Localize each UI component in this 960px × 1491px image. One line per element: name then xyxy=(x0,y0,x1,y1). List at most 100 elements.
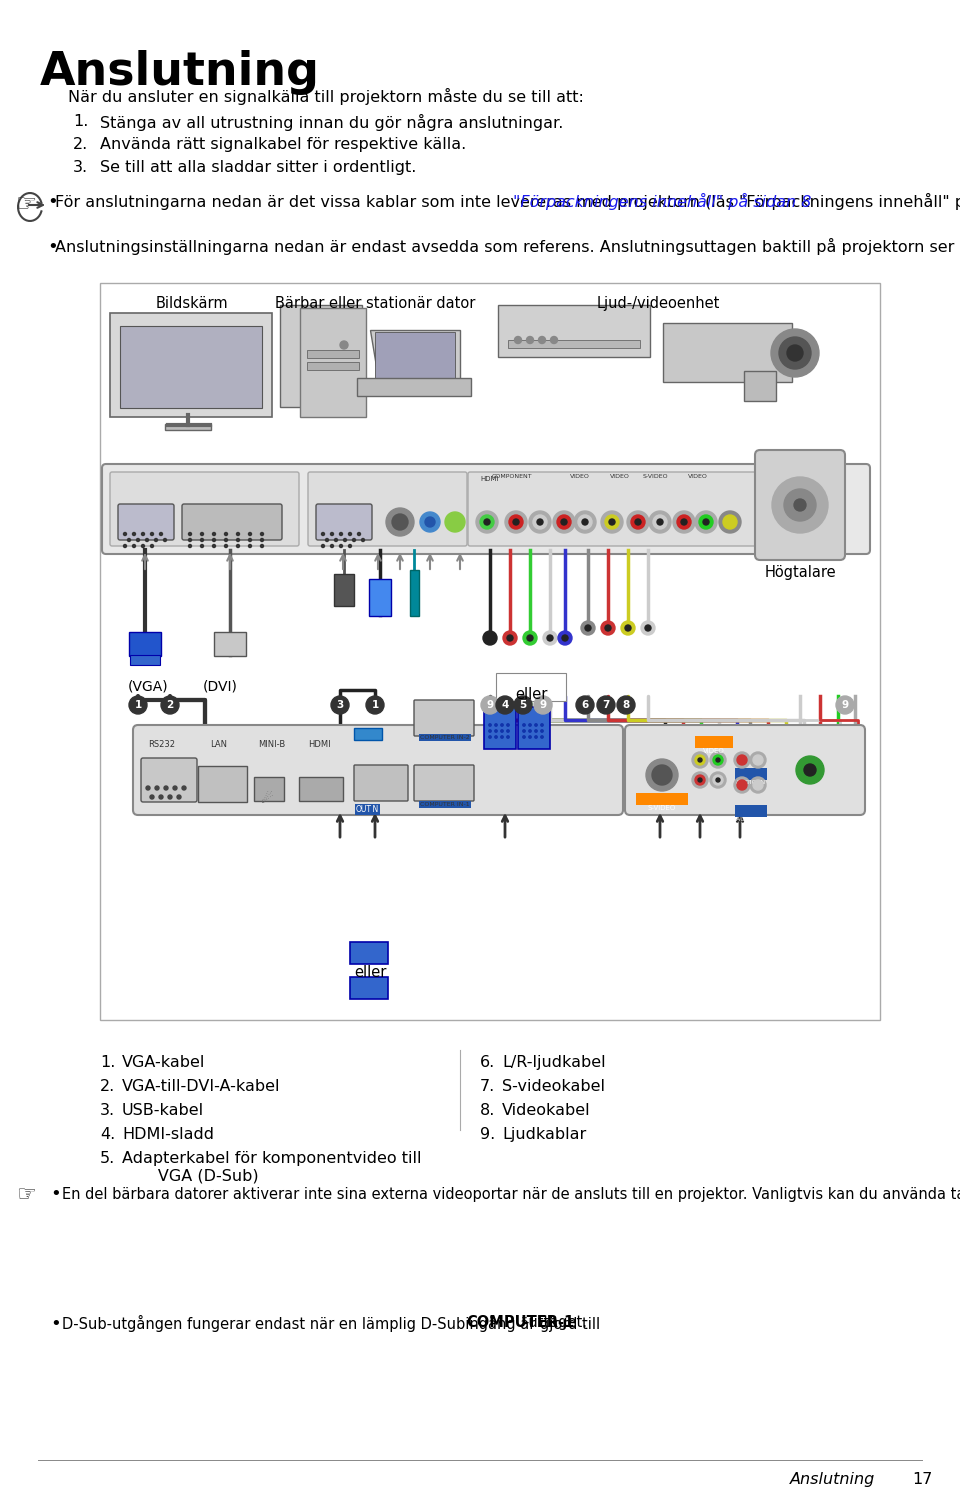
FancyBboxPatch shape xyxy=(280,306,362,407)
Circle shape xyxy=(225,532,228,535)
Text: Videokabel: Videokabel xyxy=(502,1103,590,1118)
Text: 4: 4 xyxy=(501,699,509,710)
FancyBboxPatch shape xyxy=(744,371,776,401)
FancyBboxPatch shape xyxy=(165,423,211,429)
Text: AUDIO IN: AUDIO IN xyxy=(736,817,765,822)
Circle shape xyxy=(515,337,521,343)
FancyBboxPatch shape xyxy=(414,765,474,801)
Circle shape xyxy=(534,696,552,714)
Circle shape xyxy=(188,532,191,535)
FancyBboxPatch shape xyxy=(695,737,733,748)
Text: D-Sub-utgången fungerar endast när en lämplig D-Subingång är gjord till: D-Sub-utgången fungerar endast när en lä… xyxy=(62,1315,605,1331)
Circle shape xyxy=(605,514,619,529)
Circle shape xyxy=(734,751,750,768)
Circle shape xyxy=(163,538,166,541)
Circle shape xyxy=(212,538,215,541)
Circle shape xyxy=(710,751,726,768)
Circle shape xyxy=(489,735,492,738)
Circle shape xyxy=(173,786,177,790)
FancyBboxPatch shape xyxy=(307,362,359,370)
Text: Använda rätt signalkabel för respektive källa.: Använda rätt signalkabel för respektive … xyxy=(100,137,467,152)
Circle shape xyxy=(753,780,763,790)
Text: ☄: ☄ xyxy=(260,792,273,807)
Circle shape xyxy=(527,635,533,641)
Circle shape xyxy=(698,757,702,762)
FancyBboxPatch shape xyxy=(636,793,688,805)
Text: 9: 9 xyxy=(487,699,493,710)
Text: 9: 9 xyxy=(841,699,849,710)
Circle shape xyxy=(159,532,162,535)
Text: S-videokabel: S-videokabel xyxy=(502,1079,605,1094)
FancyBboxPatch shape xyxy=(133,725,623,816)
Text: 9.: 9. xyxy=(480,1127,495,1142)
Circle shape xyxy=(719,511,741,532)
Circle shape xyxy=(692,772,708,789)
FancyBboxPatch shape xyxy=(414,699,474,737)
Circle shape xyxy=(646,759,678,792)
Circle shape xyxy=(645,625,651,631)
FancyBboxPatch shape xyxy=(625,725,865,816)
FancyBboxPatch shape xyxy=(755,450,845,561)
Circle shape xyxy=(540,735,543,738)
Text: •: • xyxy=(47,192,58,212)
Circle shape xyxy=(260,532,263,535)
Circle shape xyxy=(161,696,179,714)
Circle shape xyxy=(212,544,215,547)
Circle shape xyxy=(420,511,440,532)
Circle shape xyxy=(151,544,154,547)
Circle shape xyxy=(136,538,139,541)
Circle shape xyxy=(734,777,750,793)
Circle shape xyxy=(716,757,720,762)
Circle shape xyxy=(481,696,499,714)
Text: MON: MON xyxy=(360,805,378,814)
FancyBboxPatch shape xyxy=(484,707,516,748)
Circle shape xyxy=(543,631,557,646)
Text: VIDEO: VIDEO xyxy=(688,474,708,479)
Circle shape xyxy=(392,514,408,529)
Text: 1.: 1. xyxy=(100,1056,115,1071)
Polygon shape xyxy=(370,330,460,391)
Circle shape xyxy=(260,538,263,541)
Text: För anslutningarna nedan är det vissa kablar som inte levereras med projektorn (: För anslutningarna nedan är det vissa ka… xyxy=(55,192,960,210)
Text: ☞: ☞ xyxy=(16,192,37,216)
Circle shape xyxy=(526,337,534,343)
FancyBboxPatch shape xyxy=(129,632,161,656)
Text: COMPUTER IN-1: COMPUTER IN-1 xyxy=(420,802,469,807)
Circle shape xyxy=(558,631,572,646)
Circle shape xyxy=(627,511,649,532)
FancyBboxPatch shape xyxy=(198,766,247,802)
FancyBboxPatch shape xyxy=(120,327,262,409)
Circle shape xyxy=(533,514,547,529)
Text: 4.: 4. xyxy=(100,1127,115,1142)
Text: Adapterkabel för komponentvideo till
       VGA (D-Sub): Adapterkabel för komponentvideo till VGA… xyxy=(122,1151,421,1184)
Text: Anslutning: Anslutning xyxy=(790,1472,876,1487)
FancyBboxPatch shape xyxy=(369,579,391,616)
FancyBboxPatch shape xyxy=(354,765,408,801)
Circle shape xyxy=(723,514,737,529)
FancyBboxPatch shape xyxy=(100,283,880,1020)
Circle shape xyxy=(523,723,525,726)
Circle shape xyxy=(553,511,575,532)
Circle shape xyxy=(168,795,172,799)
FancyBboxPatch shape xyxy=(735,805,767,817)
Circle shape xyxy=(501,723,503,726)
Circle shape xyxy=(699,514,713,529)
Circle shape xyxy=(836,696,854,714)
Circle shape xyxy=(494,729,497,732)
Text: -uttaget.: -uttaget. xyxy=(523,1315,587,1330)
Circle shape xyxy=(340,532,343,535)
Text: COMPUTER-1: COMPUTER-1 xyxy=(467,1315,575,1330)
Text: 2.: 2. xyxy=(100,1079,115,1094)
Circle shape xyxy=(576,696,594,714)
Circle shape xyxy=(348,544,351,547)
Circle shape xyxy=(330,532,333,535)
FancyBboxPatch shape xyxy=(350,942,388,965)
FancyBboxPatch shape xyxy=(308,473,467,546)
Text: 3: 3 xyxy=(336,699,344,710)
Circle shape xyxy=(249,544,252,547)
FancyBboxPatch shape xyxy=(350,977,388,999)
Circle shape xyxy=(188,544,191,547)
Circle shape xyxy=(750,751,766,768)
Circle shape xyxy=(132,532,135,535)
Circle shape xyxy=(585,625,591,631)
